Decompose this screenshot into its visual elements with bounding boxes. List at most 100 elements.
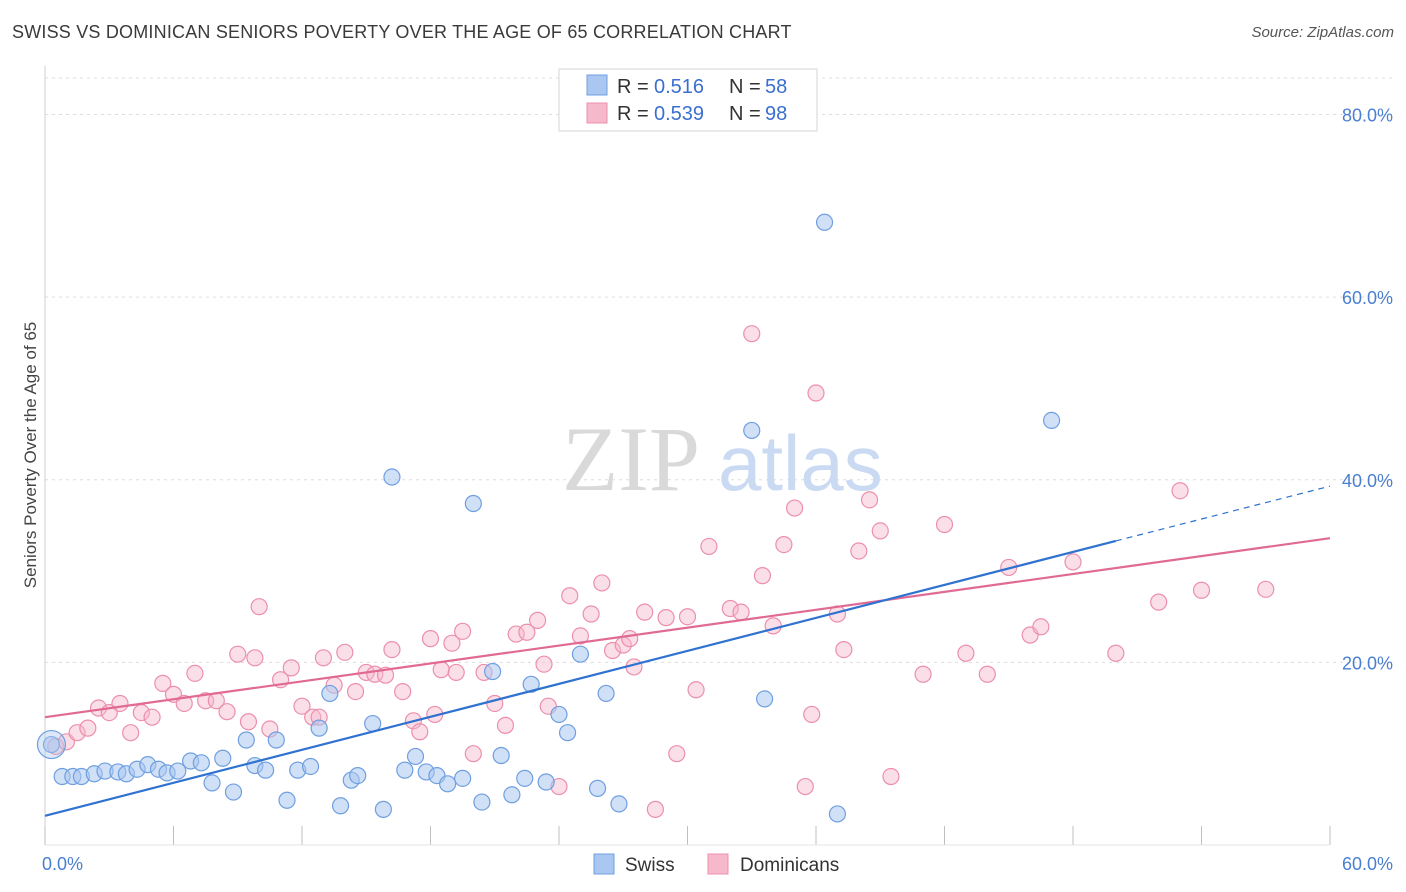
dominicans-point (775, 535, 793, 554)
legend-swatch-swiss (586, 74, 608, 96)
dominicans-point (582, 605, 600, 623)
dominicans-point (186, 664, 204, 682)
dominicans-point (882, 767, 900, 786)
x-tick-label: 60.0% (1342, 854, 1393, 874)
dominicans-point (229, 645, 247, 663)
swiss-point (214, 749, 232, 767)
swiss-point (522, 675, 540, 693)
swiss-point (331, 797, 350, 815)
swiss-point (516, 769, 534, 787)
legend-n-label-swiss: N = (729, 76, 761, 98)
dominicans-point (785, 499, 804, 517)
dominicans-point (79, 719, 97, 737)
legend-r-value-dominicans: 0.539 (654, 103, 704, 125)
dominicans-point (1107, 644, 1125, 662)
dominicans-point (687, 681, 705, 699)
trend-lines (44, 485, 1331, 817)
swiss-point (550, 705, 568, 724)
swiss-trend-extension (1115, 485, 1331, 542)
dominicans-point (246, 649, 264, 667)
dominicans-point (154, 674, 172, 692)
swiss-point (828, 805, 847, 823)
series-legend: Swiss Dominicans (593, 853, 839, 876)
dominicans-point (250, 598, 268, 616)
swiss-point (503, 786, 521, 804)
dominicans-point (507, 625, 525, 643)
swiss-point (537, 773, 555, 791)
swiss-point (484, 662, 502, 681)
dominicans-point (914, 665, 932, 683)
swiss-point (610, 795, 628, 813)
bottom-legend-swiss: Swiss (625, 855, 675, 876)
dominicans-point (796, 777, 814, 796)
dominicans-trend-line (44, 537, 1331, 719)
swiss-point (203, 774, 221, 792)
dominicans-point (122, 724, 140, 742)
legend-r-label-dominicans: R = (617, 103, 649, 125)
dominicans-point (336, 643, 354, 661)
dominicans-point (454, 622, 472, 640)
legend-r-label-swiss: R = (617, 76, 649, 98)
legend-swatch-dominicans (586, 102, 608, 124)
swiss-point (1042, 411, 1061, 430)
dominicans-point (218, 703, 236, 721)
legend-n-label-dominicans: N = (729, 103, 761, 125)
dominicans-point (871, 522, 889, 540)
dominicans-point (394, 682, 412, 701)
dominicans-point (978, 665, 996, 683)
dominicans-point (421, 630, 440, 648)
chart-title: SWISS VS DOMINICAN SENIORS POVERTY OVER … (12, 22, 792, 42)
dominicans-point (432, 661, 450, 679)
swiss-point (558, 724, 577, 742)
dominicans-point (732, 603, 750, 621)
dominicans-point (935, 515, 954, 534)
dominicans-point (957, 644, 975, 662)
dominicans-point (111, 694, 129, 713)
dominicans-point (593, 574, 611, 592)
axes (44, 66, 1331, 846)
dominicans-point (175, 694, 193, 713)
dominicans-point (850, 542, 868, 560)
swiss-point (492, 746, 510, 765)
y-tick-label: 40.0% (1342, 471, 1393, 491)
legend-r-value-swiss: 0.516 (654, 76, 704, 98)
dominicans-point (1171, 482, 1189, 500)
dominicans-point (721, 599, 739, 618)
dominicans-point (636, 603, 654, 621)
dominicans-point (1150, 593, 1168, 611)
dominicans-point (743, 325, 761, 343)
bottom-legend-swatch-dominicans (707, 853, 729, 875)
swiss-point (301, 757, 320, 776)
dominicans-point (447, 663, 465, 682)
watermark-zip: ZIP (562, 408, 700, 510)
dominicans-point (528, 611, 547, 629)
swiss-point (454, 769, 472, 787)
swiss-point (396, 761, 414, 779)
swiss-point (597, 684, 615, 703)
swiss-point (571, 645, 590, 663)
dominicans-point (535, 655, 553, 673)
watermark-atlas: atlas (718, 419, 883, 507)
dominicans-point (835, 640, 853, 659)
swiss-point (464, 494, 482, 513)
dominicans-point (678, 608, 697, 626)
dominicans-point (1257, 580, 1275, 598)
dominicans-point (1032, 618, 1050, 636)
swiss-point (321, 684, 339, 703)
dominicans-point (621, 630, 639, 648)
dominicans-point (807, 384, 825, 402)
swiss-trend-line (44, 539, 1117, 817)
swiss-point (278, 791, 296, 809)
dominicans-point (464, 745, 482, 763)
dominicans-point (860, 491, 879, 509)
swiss-point (473, 793, 491, 811)
dominicans-point (1064, 553, 1082, 571)
swiss-point (755, 690, 774, 708)
swiss-point (169, 762, 187, 780)
swiss-point (192, 754, 210, 772)
swiss-point (349, 767, 367, 785)
dominicans-point (561, 587, 579, 605)
dominicans-point (346, 682, 365, 701)
swiss-point (42, 735, 61, 754)
